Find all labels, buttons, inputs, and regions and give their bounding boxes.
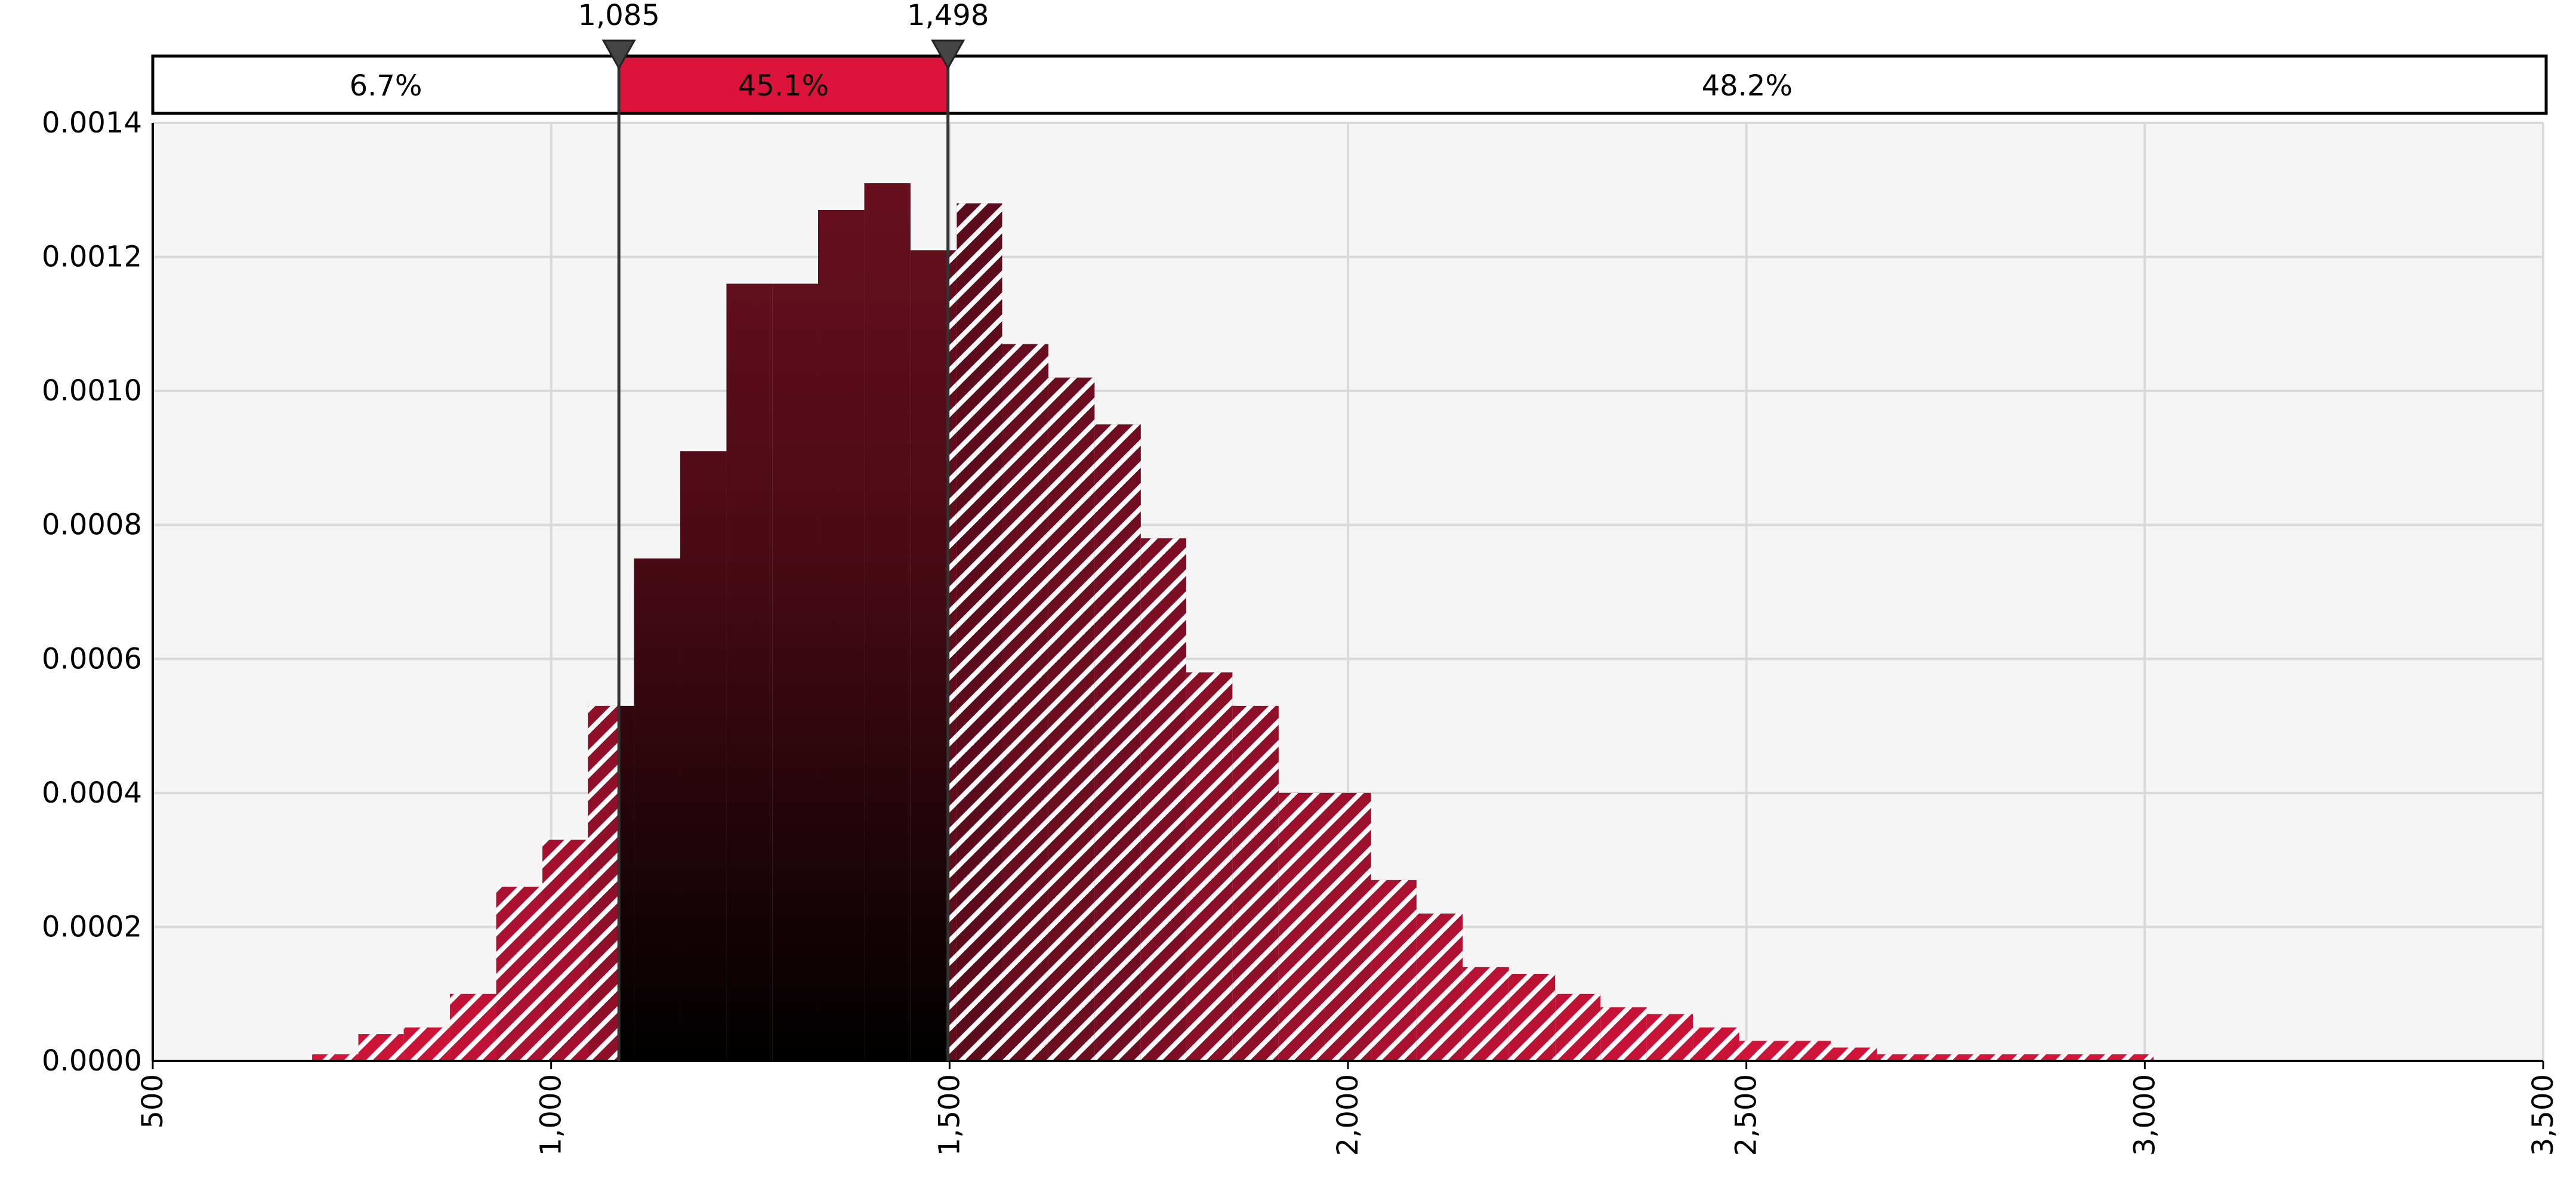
y-tick-label: 0.0008 bbox=[42, 508, 142, 542]
bar-hatch bbox=[957, 203, 1002, 1061]
bar-hatch bbox=[1969, 1054, 2016, 1061]
bar-hatch bbox=[2107, 1054, 2154, 1061]
bar bbox=[864, 183, 911, 1061]
bar-hatch bbox=[1555, 994, 1601, 1061]
bar bbox=[772, 283, 819, 1061]
bar-hatch bbox=[1232, 705, 1279, 1061]
region bbox=[948, 56, 2547, 113]
region bbox=[153, 56, 619, 113]
bar-hatch bbox=[1923, 1054, 1970, 1061]
bar-hatch bbox=[1831, 1047, 1877, 1061]
region-label: 48.2% bbox=[1702, 69, 1793, 103]
bar-hatch bbox=[1877, 1054, 1924, 1061]
region-label: 45.1% bbox=[738, 69, 829, 103]
bar-hatch bbox=[588, 705, 619, 1061]
bar-hatch bbox=[1739, 1041, 1786, 1061]
x-tick-label: 500 bbox=[136, 1074, 169, 1129]
bar bbox=[619, 705, 634, 1061]
y-tick-label: 0.0000 bbox=[42, 1044, 142, 1078]
bar-hatch bbox=[1371, 880, 1417, 1061]
y-tick-label: 0.0002 bbox=[42, 910, 142, 943]
bar-hatch bbox=[403, 1027, 451, 1061]
bar-hatch bbox=[948, 250, 957, 1061]
bar-hatch bbox=[1646, 1014, 1693, 1061]
bar-hatch bbox=[2061, 1054, 2108, 1061]
bar-hatch bbox=[1186, 672, 1233, 1061]
x-tick-label: 2,000 bbox=[1331, 1074, 1365, 1156]
bar bbox=[910, 250, 948, 1061]
bar-hatch bbox=[496, 887, 542, 1061]
y-tick-label: 0.0010 bbox=[42, 374, 142, 408]
bar-hatch bbox=[312, 1054, 359, 1061]
region bbox=[619, 56, 948, 113]
bar-hatch bbox=[542, 840, 588, 1061]
x-tick-label: 3,500 bbox=[2526, 1074, 2560, 1156]
bar-hatch bbox=[450, 994, 496, 1061]
y-tick-label: 0.0004 bbox=[42, 776, 142, 810]
marker-handle bbox=[931, 39, 965, 70]
bar bbox=[726, 283, 773, 1061]
bar bbox=[818, 209, 865, 1061]
x-tick-label: 1,500 bbox=[933, 1074, 966, 1156]
bar-hatch bbox=[358, 1034, 404, 1061]
y-tick-label: 0.0014 bbox=[42, 106, 142, 140]
marker-label: 1,498 bbox=[907, 0, 989, 32]
marker-label: 1,085 bbox=[578, 0, 659, 32]
bar-hatch bbox=[1278, 792, 1325, 1061]
bar-hatch bbox=[1508, 974, 1556, 1061]
marker-handle bbox=[601, 39, 636, 70]
y-tick-label: 0.0006 bbox=[42, 642, 142, 675]
region-label: 6.7% bbox=[350, 69, 422, 103]
x-tick-label: 3,000 bbox=[2128, 1074, 2161, 1156]
bar-hatch bbox=[1325, 792, 1371, 1061]
bar-hatch bbox=[1048, 377, 1095, 1061]
bar-hatch bbox=[2016, 1054, 2062, 1061]
bar-hatch bbox=[1094, 424, 1141, 1062]
bar-hatch bbox=[1140, 538, 1186, 1061]
bar-hatch bbox=[1463, 967, 1509, 1061]
bar-hatch bbox=[1600, 1007, 1647, 1061]
bar bbox=[680, 451, 727, 1061]
x-tick-label: 1,000 bbox=[535, 1074, 568, 1156]
bar-hatch bbox=[1785, 1041, 1831, 1061]
y-tick-label: 0.0012 bbox=[42, 240, 142, 274]
x-tick-label: 2,500 bbox=[1730, 1074, 1763, 1156]
bar bbox=[634, 558, 680, 1061]
region-frame bbox=[151, 54, 2548, 115]
bar-hatch bbox=[1416, 913, 1463, 1061]
bar-hatch bbox=[1002, 344, 1048, 1061]
bar-hatch bbox=[1693, 1027, 1739, 1061]
